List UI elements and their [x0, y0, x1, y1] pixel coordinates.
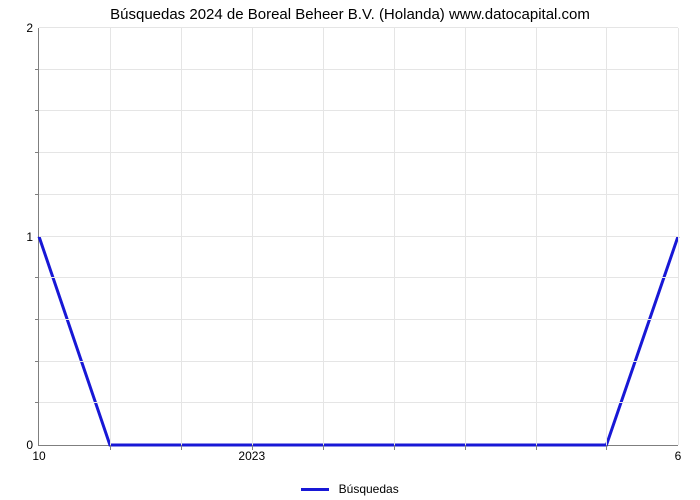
minor-tick-y [35, 110, 39, 111]
xtick-label-left: 10 [32, 445, 45, 463]
gridline-v [465, 28, 466, 445]
gridline-h [39, 277, 678, 278]
tick-mark-x [465, 445, 466, 450]
gridline-h [39, 236, 678, 237]
gridline-h [39, 110, 678, 111]
tick-mark-x [606, 445, 607, 450]
tick-mark-x [110, 445, 111, 450]
minor-tick-y [35, 277, 39, 278]
tick-mark-x [394, 445, 395, 450]
gridline-v [678, 28, 679, 445]
legend-swatch [301, 488, 329, 491]
minor-tick-y [35, 361, 39, 362]
gridline-v [606, 28, 607, 445]
gridline-h [39, 27, 678, 28]
gridline-h [39, 152, 678, 153]
gridline-h [39, 402, 678, 403]
line-series [39, 28, 678, 445]
ytick-label: 1 [26, 230, 39, 244]
minor-tick-y [35, 69, 39, 70]
gridline-v [536, 28, 537, 445]
gridline-v [181, 28, 182, 445]
legend-label: Búsquedas [339, 482, 399, 496]
gridline-h [39, 194, 678, 195]
tick-mark-x [536, 445, 537, 450]
gridline-h [39, 319, 678, 320]
gridline-v [394, 28, 395, 445]
xtick-label-right: 6 [675, 445, 682, 463]
legend: Búsquedas [0, 481, 700, 496]
gridline-v [323, 28, 324, 445]
chart-container: Búsquedas 2024 de Boreal Beheer B.V. (Ho… [0, 0, 700, 500]
minor-tick-y [35, 402, 39, 403]
gridline-h [39, 69, 678, 70]
gridline-v [252, 28, 253, 445]
minor-tick-y [35, 152, 39, 153]
xtick-label-mid: 2023 [238, 445, 265, 463]
gridline-v [110, 28, 111, 445]
minor-tick-y [35, 194, 39, 195]
plot-area: 0121062023 [38, 28, 678, 446]
tick-mark-x [181, 445, 182, 450]
gridline-h [39, 361, 678, 362]
series-polyline [39, 237, 678, 446]
minor-tick-y [35, 319, 39, 320]
ytick-label: 2 [26, 21, 39, 35]
chart-title: Búsquedas 2024 de Boreal Beheer B.V. (Ho… [0, 6, 700, 23]
tick-mark-x [323, 445, 324, 450]
